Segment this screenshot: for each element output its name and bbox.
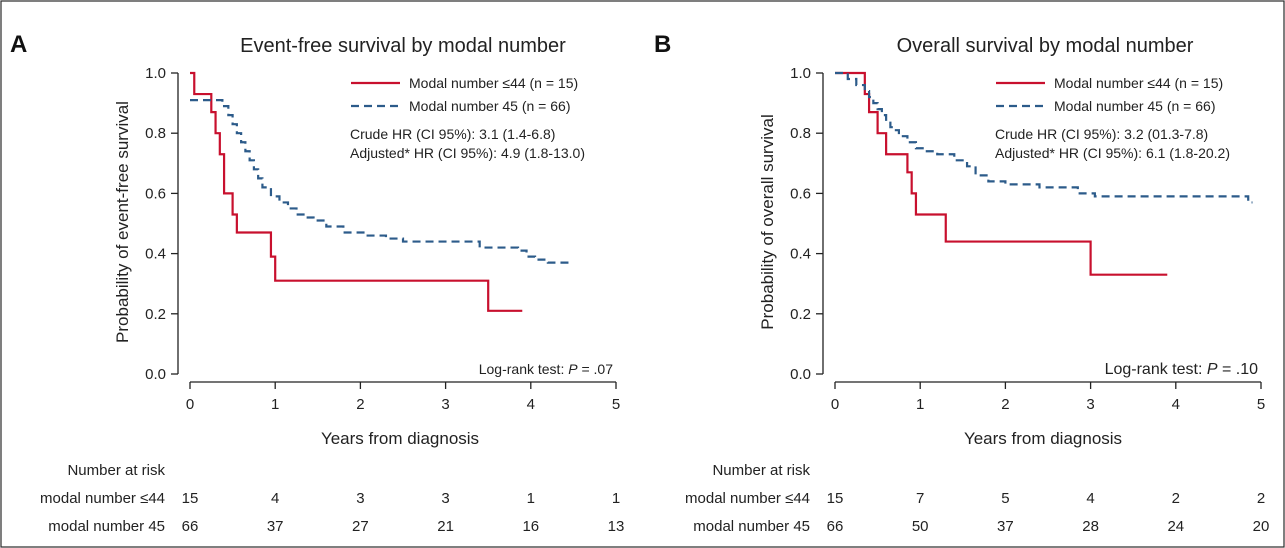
risk-count: 2 [1172, 490, 1180, 507]
risk-count: 5 [1001, 490, 1009, 507]
x-axis-label: Years from diagnosis [964, 429, 1122, 448]
y-tick-label: 1.0 [145, 65, 166, 82]
risk-count: 24 [1167, 518, 1184, 535]
survival-curve-series-2 [835, 71, 1253, 204]
y-tick-label: 0.0 [790, 366, 811, 383]
y-tick-label: 0.8 [790, 125, 811, 142]
survival-curve-series-1 [190, 71, 523, 312]
log-rank-p: P [1207, 361, 1218, 378]
risk-table-title: Number at risk [712, 462, 810, 479]
risk-count: 37 [997, 518, 1014, 535]
adjusted-hr-annotation: Adjusted* HR (CI 95%): 4.9 (1.8-13.0) [350, 145, 585, 161]
panel-a: A Event-free survival by modal number Pr… [10, 31, 624, 535]
risk-count: 15 [182, 490, 199, 507]
chart-title: Event-free survival by modal number [240, 35, 566, 57]
risk-count: 3 [356, 490, 364, 507]
adjusted-hr-annotation: Adjusted* HR (CI 95%): 6.1 (1.8-20.2) [995, 145, 1230, 161]
x-tick-label: 4 [1172, 396, 1180, 413]
x-tick-label: 3 [1086, 396, 1094, 413]
risk-count: 4 [271, 490, 279, 507]
y-tick-label: 0.2 [790, 306, 811, 323]
risk-count: 66 [827, 518, 844, 535]
crude-hr-annotation: Crude HR (CI 95%): 3.1 (1.4-6.8) [350, 126, 555, 142]
chart-title: Overall survival by modal number [897, 35, 1194, 57]
legend-label-series-1: Modal number ≤44 (n = 15) [1054, 75, 1223, 91]
risk-count: 1 [527, 490, 535, 507]
x-tick-label: 0 [186, 396, 194, 413]
crude-hr-annotation: Crude HR (CI 95%): 3.2 (01.3-7.8) [995, 126, 1208, 142]
risk-count: 28 [1082, 518, 1099, 535]
y-tick-label: 0.4 [145, 246, 166, 263]
x-tick-label: 4 [527, 396, 535, 413]
y-tick-label: 1.0 [790, 65, 811, 82]
risk-row-label-2: modal number 45 [48, 518, 165, 535]
y-tick-label: 0.4 [790, 246, 811, 263]
x-tick-label: 2 [1001, 396, 1009, 413]
risk-count: 2 [1257, 490, 1265, 507]
x-axis-label: Years from diagnosis [321, 429, 479, 448]
x-tick-label: 5 [1257, 396, 1265, 413]
risk-table-title: Number at risk [67, 462, 165, 479]
risk-count: 1 [612, 490, 620, 507]
panel-letter: A [10, 31, 27, 58]
log-rank-prefix: Log-rank test: [479, 361, 569, 377]
y-axis-label: Probability of event-free survival [113, 101, 132, 343]
log-rank-value: = .07 [578, 361, 614, 377]
risk-row-label-1: modal number ≤44 [685, 490, 810, 507]
risk-count: 7 [916, 490, 924, 507]
log-rank-test: Log-rank test: P = .07 [479, 361, 613, 377]
y-axis-label: Probability of overall survival [758, 114, 777, 329]
legend-label-series-1: Modal number ≤44 (n = 15) [409, 75, 578, 91]
survival-curve-series-2 [190, 98, 574, 264]
risk-count: 66 [182, 518, 199, 535]
risk-count: 15 [827, 490, 844, 507]
panel-b: B Overall survival by modal number Proba… [654, 31, 1269, 535]
risk-count: 3 [441, 490, 449, 507]
risk-count: 21 [437, 518, 454, 535]
panel-letter: B [654, 31, 671, 58]
risk-count: 50 [912, 518, 929, 535]
y-tick-label: 0.6 [145, 185, 166, 202]
x-tick-label: 1 [916, 396, 924, 413]
x-tick-label: 1 [271, 396, 279, 413]
y-tick-label: 0.0 [145, 366, 166, 383]
x-tick-label: 3 [441, 396, 449, 413]
y-tick-label: 0.8 [145, 125, 166, 142]
x-tick-label: 0 [831, 396, 839, 413]
risk-count: 16 [522, 518, 539, 535]
risk-count: 27 [352, 518, 369, 535]
log-rank-value: = .10 [1218, 361, 1259, 378]
x-tick-label: 2 [356, 396, 364, 413]
log-rank-test: Log-rank test: P = .10 [1105, 361, 1259, 378]
legend-label-series-2: Modal number 45 (n = 66) [409, 98, 570, 114]
risk-count: 37 [267, 518, 284, 535]
x-tick-label: 5 [612, 396, 620, 413]
risk-count: 20 [1253, 518, 1270, 535]
risk-row-label-1: modal number ≤44 [40, 490, 165, 507]
log-rank-prefix: Log-rank test: [1105, 361, 1207, 378]
risk-row-label-2: modal number 45 [693, 518, 810, 535]
legend-label-series-2: Modal number 45 (n = 66) [1054, 98, 1215, 114]
risk-count: 13 [608, 518, 625, 535]
y-tick-label: 0.2 [145, 306, 166, 323]
risk-count: 4 [1086, 490, 1094, 507]
log-rank-p: P [568, 361, 578, 377]
y-tick-label: 0.6 [790, 185, 811, 202]
